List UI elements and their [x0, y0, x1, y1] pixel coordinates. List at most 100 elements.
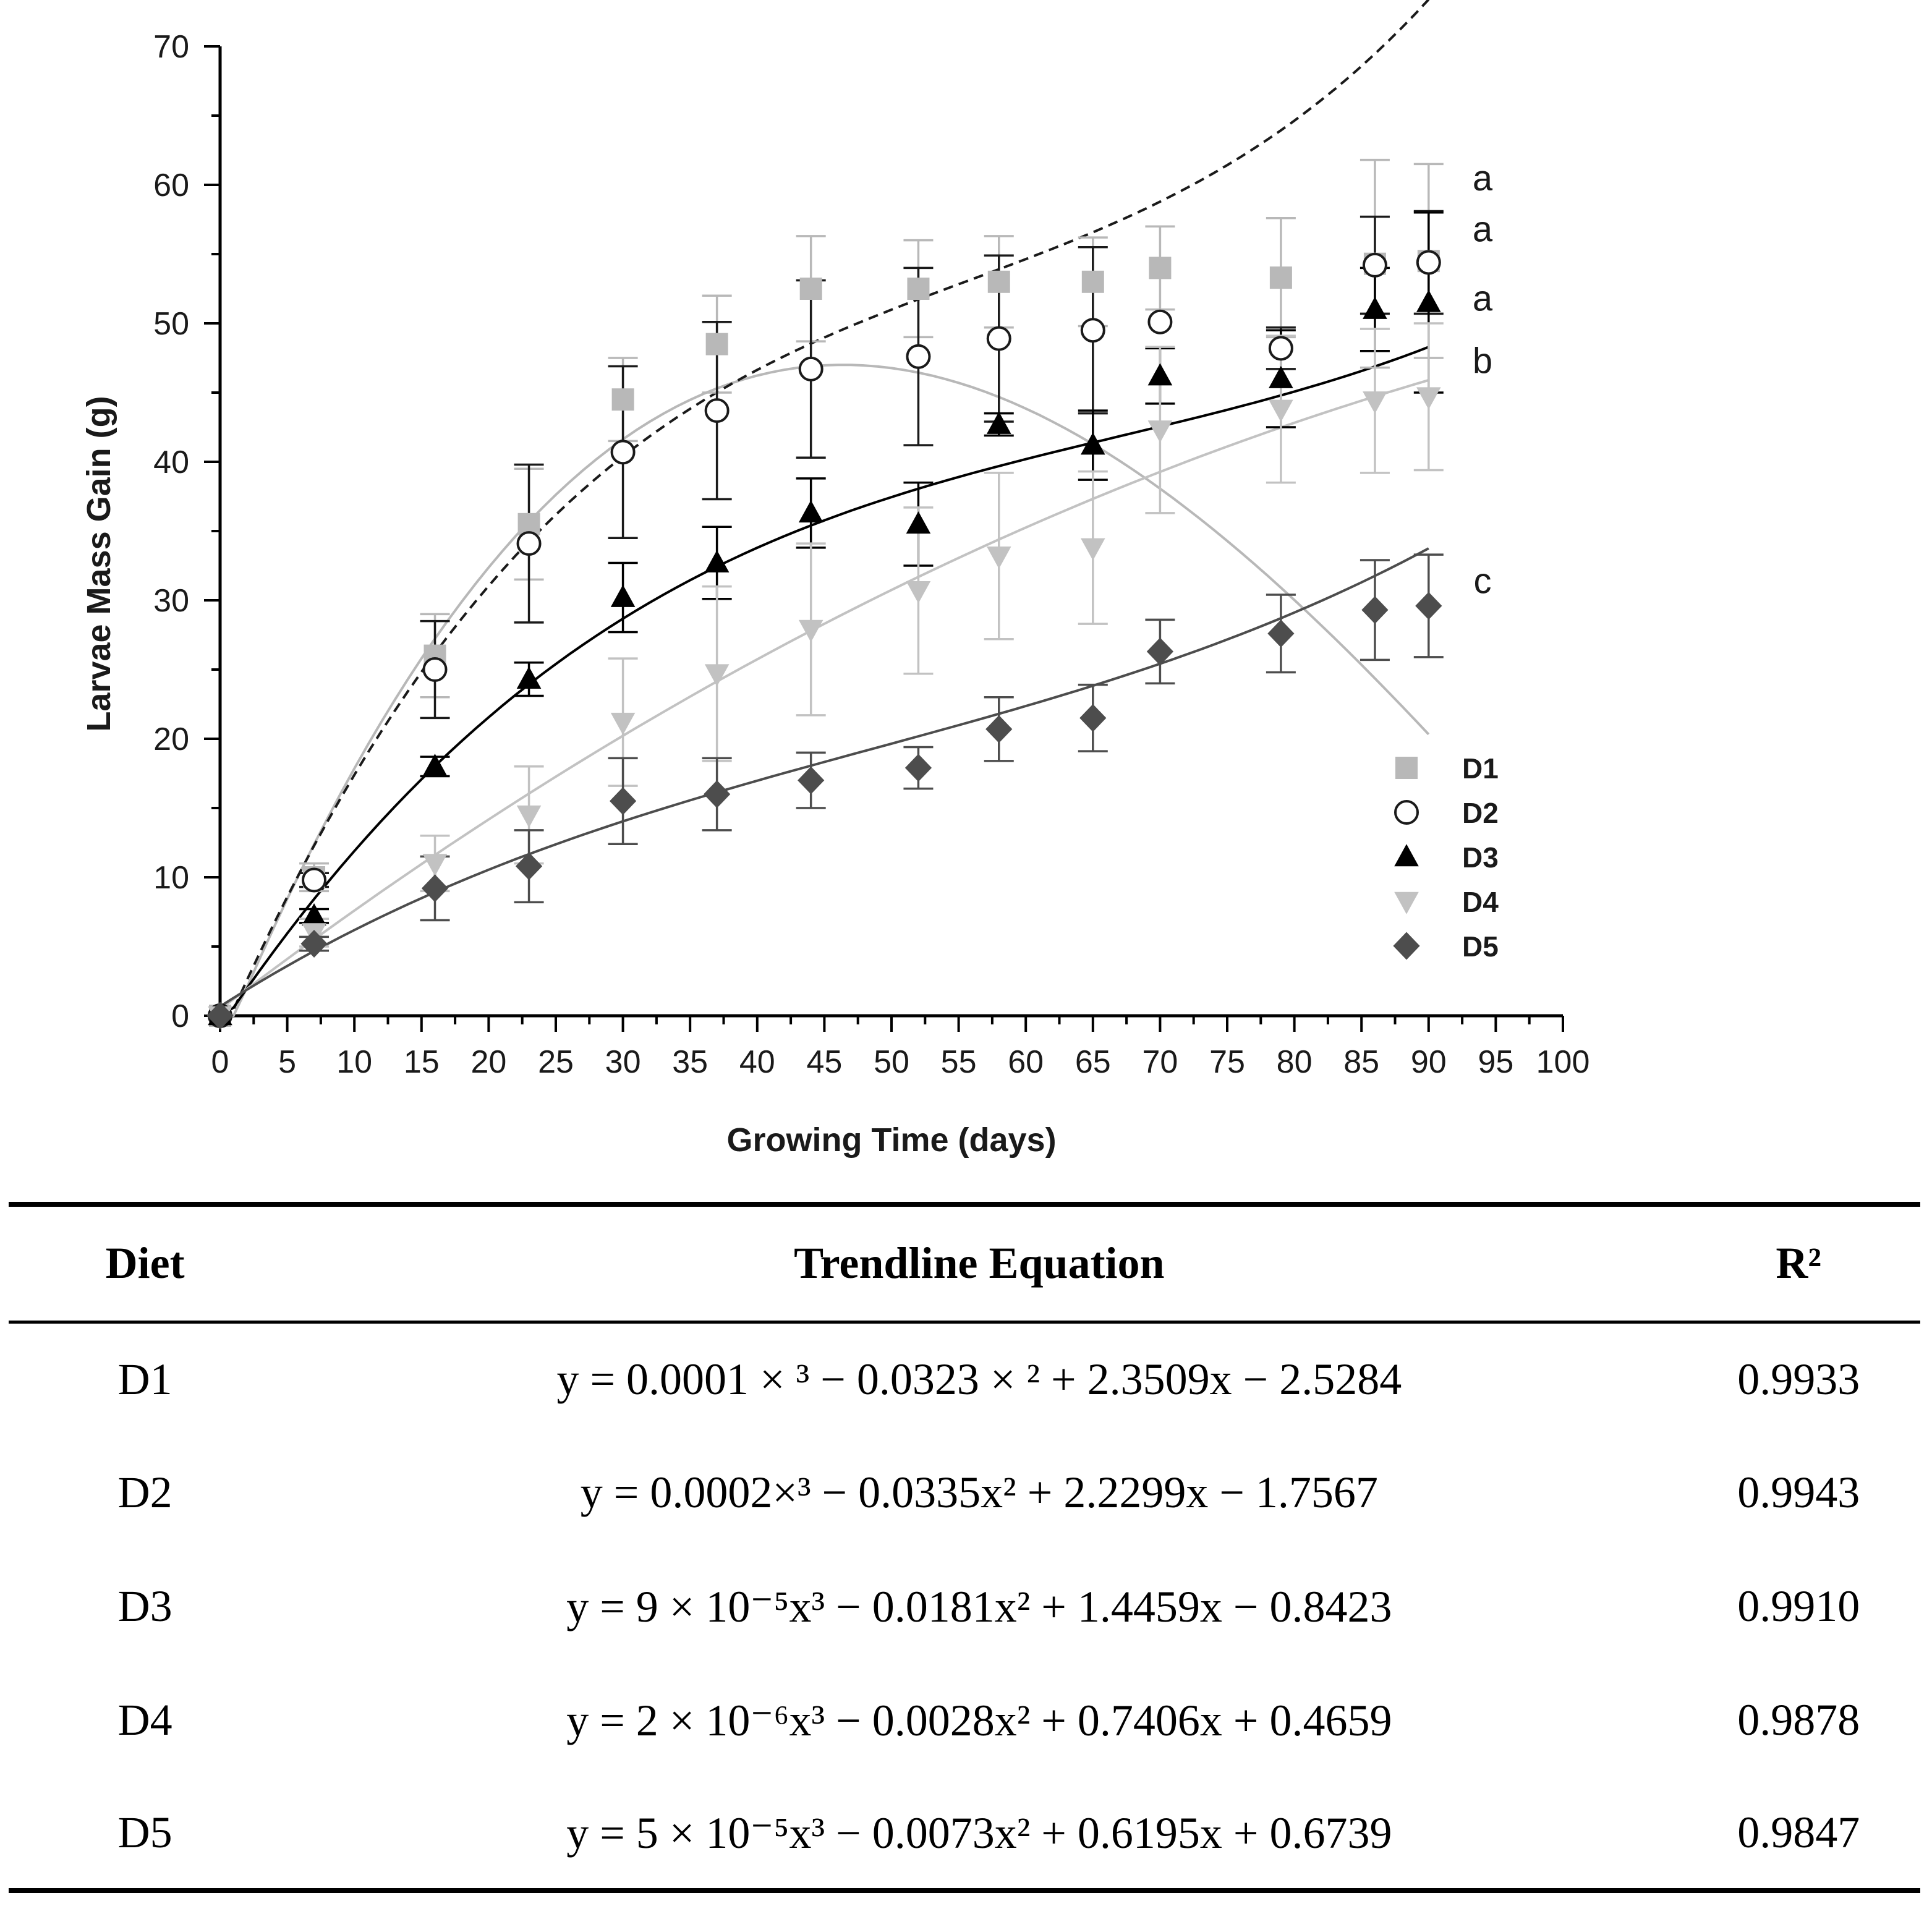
data-point-d1 — [1149, 257, 1172, 279]
significance-letter-d4: b — [1473, 341, 1492, 381]
x-tick-label: 20 — [470, 1044, 506, 1080]
y-axis-title: Larvae Mass Gain (g) — [80, 396, 117, 731]
data-point-d2 — [704, 398, 730, 423]
data-point-d3 — [798, 500, 823, 523]
legend-label-d2: D2 — [1462, 797, 1499, 829]
data-point-d3 — [516, 666, 542, 689]
y-tick-label: 30 — [153, 583, 189, 619]
data-point-d2 — [906, 344, 931, 369]
data-point-d4 — [1363, 391, 1387, 414]
data-point-d3 — [986, 411, 1011, 434]
data-point-d4 — [704, 664, 730, 687]
data-point-d2 — [1362, 252, 1387, 278]
data-point-d5 — [300, 930, 328, 958]
cell-diet: D5 — [9, 1777, 282, 1893]
cell-r2: 0.9847 — [1677, 1777, 1920, 1893]
x-tick-label: 60 — [1008, 1044, 1044, 1080]
data-point-d1 — [907, 278, 930, 300]
data-points — [206, 250, 1442, 1030]
table-row: D5 y = 5 × 10⁻⁵x³ − 0.0073x² + 0.6195x +… — [9, 1777, 1920, 1893]
significance-letter-d2: a — [1473, 210, 1493, 250]
legend-marker-d5 — [1393, 932, 1420, 960]
trendline-table: Diet Trendline Equation R² D1 y = 0.0001… — [9, 1202, 1920, 1893]
data-point-d2 — [1080, 318, 1105, 343]
data-point-d4 — [1081, 538, 1105, 561]
axes: 0 5 10 15 20 25 30 35 40 45 50 55 60 65 70 75 80 85 90 95 10… — [153, 29, 1589, 1080]
data-point-d1 — [1081, 270, 1104, 293]
data-point-d5 — [704, 780, 731, 809]
data-point-d4 — [986, 547, 1011, 569]
cell-diet: D1 — [117, 1354, 172, 1404]
x-tick-label: 70 — [1142, 1044, 1178, 1080]
cell-r2: 0.9878 — [1737, 1695, 1860, 1745]
x-tick-label: 90 — [1411, 1044, 1447, 1080]
data-point-d5 — [1146, 637, 1173, 666]
data-point-d2 — [1416, 250, 1441, 275]
data-point-d4 — [1147, 420, 1173, 443]
significance-letter-d1: a — [1473, 158, 1493, 198]
y-tick-label: 10 — [153, 860, 189, 896]
x-tick-label: 80 — [1277, 1044, 1313, 1080]
data-point-d5 — [798, 766, 825, 794]
table-row: D4 y = 2 × 10⁻⁶x³ − 0.0028x² + 0.7406x +… — [9, 1663, 1920, 1777]
data-point-d1 — [799, 278, 822, 300]
data-point-d3 — [302, 903, 326, 926]
data-point-d4 — [798, 619, 823, 642]
legend-label-d1: D1 — [1462, 752, 1499, 785]
data-point-d4 — [1269, 399, 1293, 422]
data-point-d5 — [421, 874, 449, 903]
x-tick-label: 50 — [874, 1044, 909, 1080]
cell-equation: y = 0.0001 × ³ − 0.0323 × ² + 2.3509x − … — [556, 1354, 1402, 1404]
cell-r2: 0.9910 — [1737, 1581, 1860, 1631]
data-point-d2 — [422, 657, 448, 682]
table-row: D3 y = 9 × 10⁻⁵x³ − 0.0181x² + 1.4459x −… — [9, 1549, 1920, 1663]
y-tick-label: 60 — [153, 168, 189, 203]
legend-label-d5: D5 — [1462, 930, 1499, 963]
data-point-d3 — [1081, 432, 1105, 455]
data-point-d3 — [1363, 296, 1387, 319]
legend-label-d3: D3 — [1462, 841, 1499, 874]
x-tick-label: 10 — [336, 1044, 372, 1080]
legend-marker-d2 — [1394, 800, 1419, 825]
data-point-d5 — [206, 1002, 234, 1030]
x-axis-title: Growing Time (days) — [726, 1121, 1056, 1159]
cell-diet: D4 — [117, 1695, 172, 1745]
y-tick-label: 40 — [153, 445, 189, 480]
y-tick-label: 20 — [153, 721, 189, 757]
table-header-row: Diet Trendline Equation R² — [9, 1202, 1920, 1324]
cell-diet: D3 — [117, 1581, 172, 1631]
data-point-d2 — [798, 356, 823, 381]
cell-equation: y = 9 × 10⁻⁵x³ − 0.0181x² + 1.4459x − 0.… — [566, 1581, 1392, 1632]
x-tick-label: 65 — [1075, 1044, 1111, 1080]
data-point-d1 — [611, 388, 634, 411]
cell-r2: 0.9933 — [1737, 1354, 1860, 1404]
data-point-d5 — [515, 852, 543, 880]
cell-diet: D2 — [117, 1467, 172, 1517]
legend-label-d4: D4 — [1462, 886, 1499, 918]
legend-marker-d4 — [1394, 891, 1419, 914]
data-point-d5 — [904, 754, 932, 782]
x-tick-label: 30 — [605, 1044, 641, 1080]
cell-r2: 0.9943 — [1737, 1467, 1860, 1517]
data-point-d5 — [1079, 704, 1107, 732]
data-point-d1 — [1269, 266, 1292, 289]
data-point-d3 — [610, 584, 636, 607]
data-point-d3 — [1416, 289, 1441, 312]
x-tick-label: 5 — [278, 1044, 296, 1080]
trendline-d4 — [219, 378, 1429, 1011]
x-tick-label: 95 — [1478, 1044, 1513, 1080]
data-point-d5 — [610, 787, 637, 815]
trendline-d1 — [220, 364, 1430, 1017]
y-tick-label: 50 — [153, 306, 189, 342]
x-tick-label: 35 — [672, 1044, 708, 1080]
data-point-d1 — [987, 270, 1010, 293]
x-tick-label: 45 — [806, 1044, 842, 1080]
growth-chart: 0 5 10 15 20 25 30 35 40 45 50 55 60 65 70 75 80 85 90 95 10… — [80, 0, 1589, 1159]
y-tick-label: 70 — [153, 29, 189, 65]
data-point-d3 — [1269, 365, 1293, 388]
x-tick-label: 100 — [1536, 1044, 1590, 1080]
trendlines — [219, 0, 1430, 1017]
header-diet: Diet — [9, 1202, 282, 1324]
table-row: D1 y = 0.0001 × ³ − 0.0323 × ² + 2.3509x… — [9, 1322, 1920, 1436]
